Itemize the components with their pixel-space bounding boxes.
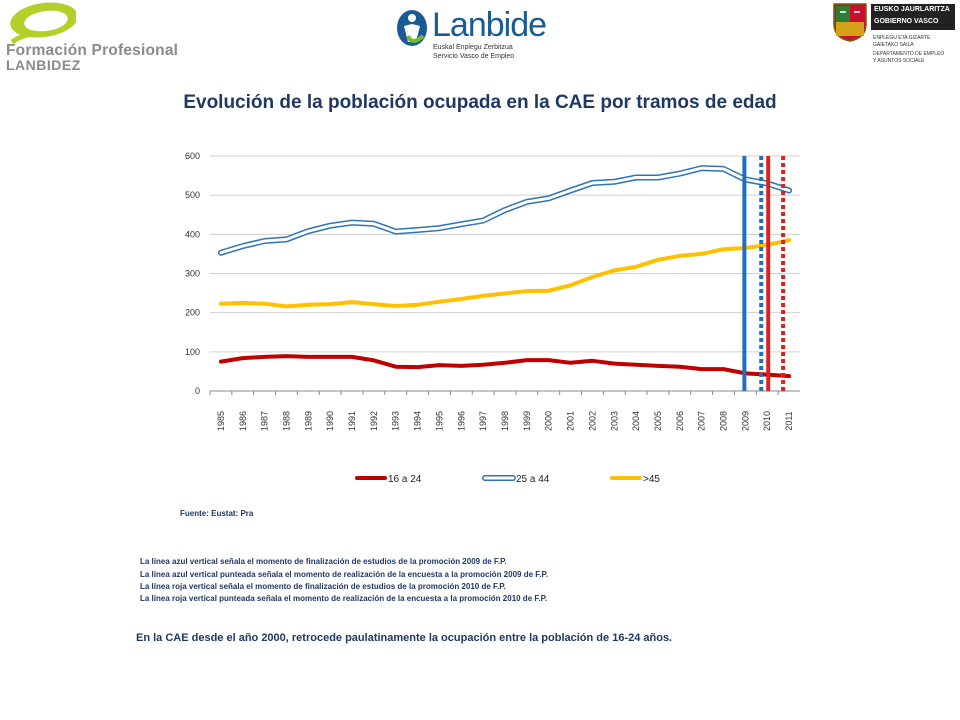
lanbide-mark-icon xyxy=(397,10,427,46)
gobierno-vasco-band xyxy=(871,4,955,30)
lanbide-logo-sub1: Euskal Enplegu Zerbitzua xyxy=(433,44,513,51)
x-tick-label: 1996 xyxy=(456,411,466,431)
right-logo-sub2: GAIETAKO SAILA xyxy=(873,42,914,48)
note-line-4: La línea roja vertical punteada señala e… xyxy=(140,594,548,603)
conclusion-text: En la CAE desde el año 2000, retrocede p… xyxy=(136,632,673,644)
legend-25-44-label: 25 a 44 xyxy=(516,474,550,485)
note-line-2: La línea azul vertical punteada señala e… xyxy=(140,570,549,579)
note-line-3: La línea roja vertical señala el momento… xyxy=(140,582,506,591)
source-note: Fuente: Eustat: Pra xyxy=(180,509,254,518)
x-tick-label: 1989 xyxy=(303,411,313,431)
legend-16-24-label: 16 a 24 xyxy=(388,474,422,485)
series-16-24-line xyxy=(218,354,792,379)
right-logo-sub4: Y ASUNTOS SOCIALE xyxy=(873,58,925,64)
x-tick-label: 2002 xyxy=(587,411,597,431)
x-tick-label: 1988 xyxy=(281,411,291,431)
x-tick-label: 1992 xyxy=(369,411,379,431)
right-logo-line2: GOBIERNO VASCO xyxy=(874,18,939,25)
y-tick-label: 0 xyxy=(195,386,200,396)
right-logo-sub3: DEPARTAMENTO DE EMPLEO xyxy=(873,51,945,57)
x-tick-label: 1986 xyxy=(238,411,248,431)
series-25-44-line-inner xyxy=(219,166,791,255)
legend-45-label: >45 xyxy=(643,474,660,485)
y-tick-label: 100 xyxy=(185,347,200,357)
vertical-markers xyxy=(742,156,786,391)
x-tick-label: 2011 xyxy=(784,411,794,430)
x-tick-label: 1990 xyxy=(325,411,335,431)
y-axis-ticks: 0 100 200 300 400 500 600 xyxy=(185,151,200,396)
left-logo-line2: LANBIDEZ xyxy=(6,57,81,73)
x-tick-label: 1997 xyxy=(478,411,488,431)
x-tick-label: 2007 xyxy=(697,411,707,431)
x-tick-label: 1995 xyxy=(434,411,444,431)
gobierno-vasco-shield-icon xyxy=(833,3,867,42)
x-tick-label: 1987 xyxy=(260,411,270,431)
x-axis-ticks: 1985 1986 1987 1988 1989 1990 1991 1992 1993 1994… xyxy=(209,391,794,431)
x-tick-label: 1994 xyxy=(413,411,423,431)
series-45-line xyxy=(218,238,792,309)
y-tick-label: 300 xyxy=(185,269,200,279)
x-tick-label: 1991 xyxy=(347,411,357,431)
right-logo-sub1: ENPLEGU ETA GIZARTE xyxy=(873,35,931,41)
x-tick-label: 2000 xyxy=(544,411,554,431)
line-chart: 0 100 200 300 400 500 600 1985 1986 1987 1988 1989… xyxy=(185,151,800,485)
lanbide-logo-sub2: Servicio Vasco de Empleo xyxy=(433,53,515,60)
x-tick-label: 2006 xyxy=(675,411,685,431)
lanbide-logo-name: Lanbide xyxy=(432,6,547,44)
chart-title: Evolución de la población ocupada en la … xyxy=(183,92,777,113)
x-tick-label: 2005 xyxy=(653,411,663,431)
x-tick-label: 2010 xyxy=(762,411,772,431)
x-tick-label: 2008 xyxy=(719,411,729,431)
x-tick-label: 2004 xyxy=(631,411,641,431)
formacion-profesional-mark-icon xyxy=(10,2,76,44)
x-tick-label: 1998 xyxy=(500,411,510,431)
x-tick-label: 1999 xyxy=(522,411,532,431)
x-tick-label: 2001 xyxy=(566,411,576,431)
y-tick-label: 600 xyxy=(185,151,200,161)
x-tick-label: 1993 xyxy=(391,411,401,431)
y-tick-label: 400 xyxy=(185,229,200,239)
y-tick-label: 500 xyxy=(185,190,200,200)
x-tick-label: 2003 xyxy=(609,411,619,431)
right-logo-line1: EUSKO JAURLARITZA xyxy=(874,6,950,13)
left-logo-line1: Formación Profesional xyxy=(6,42,179,59)
x-tick-label: 1985 xyxy=(216,411,226,431)
y-tick-label: 200 xyxy=(185,308,200,318)
formacion-profesional-logo xyxy=(0,0,180,75)
x-tick-label: 2009 xyxy=(740,411,750,431)
chart-legend: 16 a 24 25 a 44 >45 xyxy=(355,474,660,485)
note-line-1: La línea azul vertical señala el momento… xyxy=(140,557,507,566)
chart-series xyxy=(217,165,793,379)
